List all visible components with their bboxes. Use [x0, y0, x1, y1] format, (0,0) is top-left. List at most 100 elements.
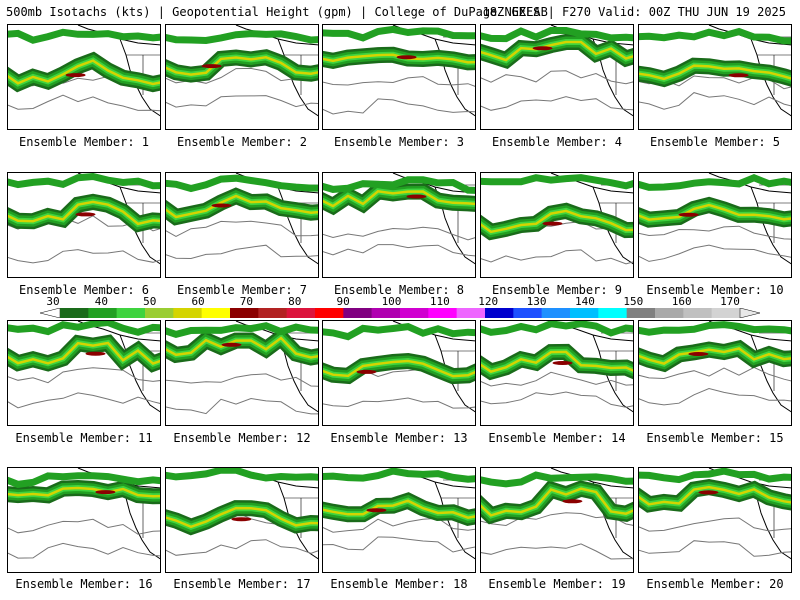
height-contour: [8, 94, 160, 112]
header-run-info: 18Z GEFS | F270 Valid: 00Z THU JUN 19 20…: [482, 5, 786, 19]
isotach-band: [323, 468, 475, 483]
isotach-band: [8, 321, 160, 336]
ensemble-map-panel: [480, 320, 634, 426]
colorbar-tick-label: 90: [336, 295, 350, 308]
map-graphic: [323, 173, 475, 265]
isotach-band: [166, 56, 318, 76]
isotach-band: [8, 472, 160, 488]
colorbar-tick-label: 50: [143, 295, 157, 308]
map-graphic: [8, 321, 160, 413]
ensemble-member-label: Ensemble Member: 9: [491, 283, 623, 297]
jet-core: [85, 351, 106, 356]
height-contour: [639, 244, 791, 262]
isotach-band: [323, 359, 475, 378]
jet-core: [688, 352, 709, 356]
height-contour: [323, 517, 475, 533]
colorbar-swatch: [343, 308, 372, 318]
colorbar-swatch: [626, 308, 656, 318]
isotach-band: [8, 28, 160, 44]
map-graphic: [323, 25, 475, 117]
isotach-band: [166, 468, 318, 482]
isotach-band: [8, 341, 160, 366]
jet-core: [698, 490, 719, 495]
isotach-band: [323, 25, 475, 42]
ensemble-map-panel: [638, 320, 792, 426]
map-graphic: [639, 321, 791, 413]
colorbar-tick-label: 80: [288, 295, 302, 308]
height-contour: [166, 244, 318, 260]
map-graphic: [639, 173, 791, 265]
height-contour: [481, 543, 633, 560]
map-graphic: [166, 25, 318, 117]
isotach-band: [166, 174, 318, 193]
isotach-band: [639, 485, 791, 506]
isotach-band: [166, 336, 318, 359]
ensemble-member-label: Ensemble Member: 19: [488, 577, 626, 591]
isotach-band: [323, 176, 475, 194]
colorbar-swatch: [145, 308, 174, 318]
height-contour: [639, 517, 791, 532]
colorbar-swatch: [541, 308, 571, 318]
height-contour: [481, 96, 633, 111]
ensemble-map-panel: [322, 172, 476, 278]
ensemble-map-panel: [322, 320, 476, 426]
jet-core: [366, 508, 387, 513]
colorbar-tick-label: 110: [429, 295, 450, 308]
map-graphic: [481, 173, 633, 265]
isotach-band: [639, 203, 791, 221]
ensemble-member-label: Ensemble Member: 2: [176, 135, 308, 149]
jet-core: [75, 212, 96, 217]
jet-core: [65, 73, 86, 78]
ensemble-member-label: Ensemble Member: 3: [333, 135, 465, 149]
ensemble-member-label: Ensemble Member: 11: [15, 431, 153, 445]
isotach-band: [8, 59, 160, 86]
isotach-band: [166, 322, 318, 339]
jet-core: [211, 203, 232, 208]
height-contour: [481, 249, 633, 265]
jet-core: [532, 46, 553, 51]
colorbar-swatch: [230, 308, 259, 318]
map-graphic: [481, 468, 633, 560]
map-graphic: [639, 25, 791, 117]
map-graphic: [166, 321, 318, 415]
ensemble-member-label: Ensemble Member: 1: [18, 135, 150, 149]
map-graphic: [639, 468, 791, 560]
ensemble-map-panel: [165, 24, 319, 130]
ensemble-map-panel: [322, 24, 476, 130]
map-graphic: [8, 25, 160, 117]
height-contour: [639, 92, 791, 110]
height-contour: [8, 367, 160, 384]
isotach-band: [323, 499, 475, 519]
jet-core: [728, 73, 749, 78]
isotach-band: [166, 30, 318, 45]
colorbar-swatch: [570, 308, 599, 318]
colorbar-tick-label: 160: [671, 295, 692, 308]
isotach-band: [639, 468, 791, 484]
ensemble-member-label: Ensemble Member: 6: [18, 283, 150, 297]
isotach-band: [481, 27, 633, 43]
ensemble-map-panel: [480, 467, 634, 573]
colorbar-swatch: [286, 308, 316, 318]
height-contour: [166, 220, 318, 237]
colorbar-swatch: [485, 308, 514, 318]
height-contour: [639, 540, 791, 557]
ensemble-map-panel: [638, 24, 792, 130]
colorbar-tick-label: 170: [720, 295, 740, 308]
ensemble-map-panel: [7, 320, 161, 426]
isotach-band: [481, 350, 633, 373]
colorbar-swatch: [683, 308, 712, 318]
isotach-band: [166, 194, 318, 219]
colorbar-swatch: [371, 308, 401, 318]
coastline: [708, 321, 791, 413]
height-contour: [323, 244, 475, 257]
colorbar-swatch: [116, 308, 146, 318]
isotach-colorbar: [40, 308, 760, 318]
map-graphic: [323, 321, 475, 413]
ensemble-map-panel: [165, 467, 319, 573]
height-contour: [323, 98, 475, 115]
height-contour: [166, 373, 318, 387]
isotach-band: [639, 321, 791, 336]
height-contour: [8, 518, 160, 535]
ensemble-map-panel: [165, 172, 319, 278]
height-contour: [481, 391, 633, 408]
